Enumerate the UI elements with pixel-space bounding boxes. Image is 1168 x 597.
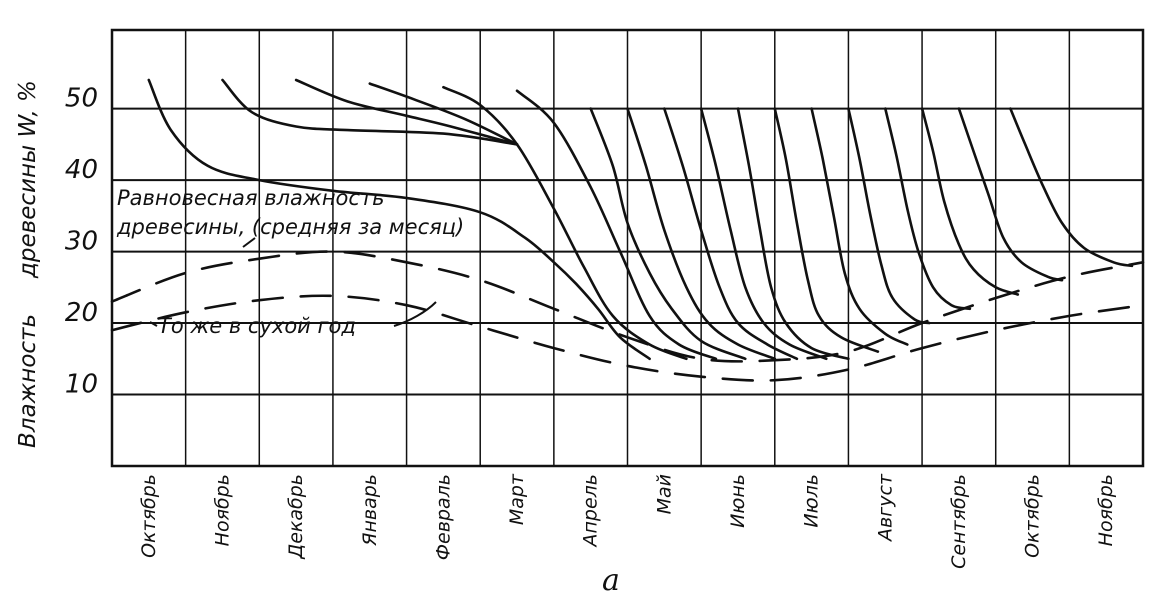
x-tick-6: Март: [506, 473, 528, 525]
x-tick-labels: Октябрь Ноябрь Декабрь Январь Февраль Март Апр…: [138, 473, 1117, 569]
equilibrium-curve-1: [110, 250, 1145, 363]
figure-sublabel: а: [602, 563, 620, 597]
x-tick-14: Ноябрь: [1095, 474, 1117, 546]
drying-curve-6: [515, 89, 718, 361]
drying-curve-13: [810, 107, 909, 346]
x-tick-8: Май: [653, 474, 675, 514]
y-axis-label-part1: Влажность: [15, 314, 41, 448]
drying-curve-4: [368, 82, 519, 146]
x-tick-7: Апрель: [580, 474, 602, 549]
y-tick-labels: 10 20 30 40 50: [65, 84, 98, 400]
drying-curve-7: [589, 107, 747, 361]
y-axis-label-part2: древесины W, %: [15, 80, 41, 279]
drying-curve-18: [1009, 107, 1134, 268]
annotation-equilibrium-pointer: [242, 237, 256, 248]
drying-curve-12: [773, 107, 880, 353]
x-tick-10: Июль: [801, 474, 823, 528]
x-tick-1: Октябрь: [138, 474, 160, 558]
drying-curves: [147, 78, 1134, 361]
drying-curve-9: [663, 107, 799, 361]
equilibrium-curve-2: [110, 294, 1145, 382]
annotation-equilibrium: Равновесная влажность древесины, (средня…: [116, 186, 464, 248]
drying-curve-3: [294, 78, 519, 146]
drying-curve-8: [626, 107, 777, 361]
annotation-equilibrium-line2: древесины, (средняя за месяц): [116, 215, 464, 239]
x-tick-2: Ноябрь: [212, 474, 234, 546]
equilibrium-curves: [110, 250, 1145, 382]
annotation-dry-year-pointer-left: [149, 321, 158, 327]
x-tick-13: Октябрь: [1022, 474, 1044, 558]
x-tick-5: Февраль: [432, 474, 454, 560]
y-tick-20: 20: [65, 298, 98, 328]
drying-curve-14: [847, 107, 931, 325]
annotation-dry-year: То же в сухой год: [149, 301, 437, 338]
annotation-equilibrium-line1: Равновесная влажность: [117, 186, 385, 210]
x-tick-9: Июнь: [727, 474, 749, 528]
annotation-dry-year-text: То же в сухой год: [158, 314, 356, 338]
drying-curve-2: [221, 78, 519, 146]
annotation-dry-year-pointer: [393, 301, 437, 327]
y-tick-50: 50: [65, 84, 98, 114]
drying-curve-5: [442, 85, 688, 361]
y-tick-10: 10: [65, 370, 98, 400]
x-tick-11: Август: [874, 473, 896, 543]
drying-curve-10: [699, 107, 828, 361]
drying-curve-11: [736, 107, 850, 361]
x-tick-3: Декабрь: [285, 474, 307, 560]
x-tick-4: Январь: [359, 474, 381, 547]
drying-curve-15: [884, 107, 972, 311]
x-tick-12: Сентябрь: [948, 474, 970, 569]
y-tick-40: 40: [65, 155, 98, 185]
drying-curve-17: [957, 107, 1064, 282]
drying-curve-1: [147, 78, 651, 361]
y-tick-30: 30: [65, 227, 98, 257]
drying-curve-16: [920, 107, 1020, 296]
